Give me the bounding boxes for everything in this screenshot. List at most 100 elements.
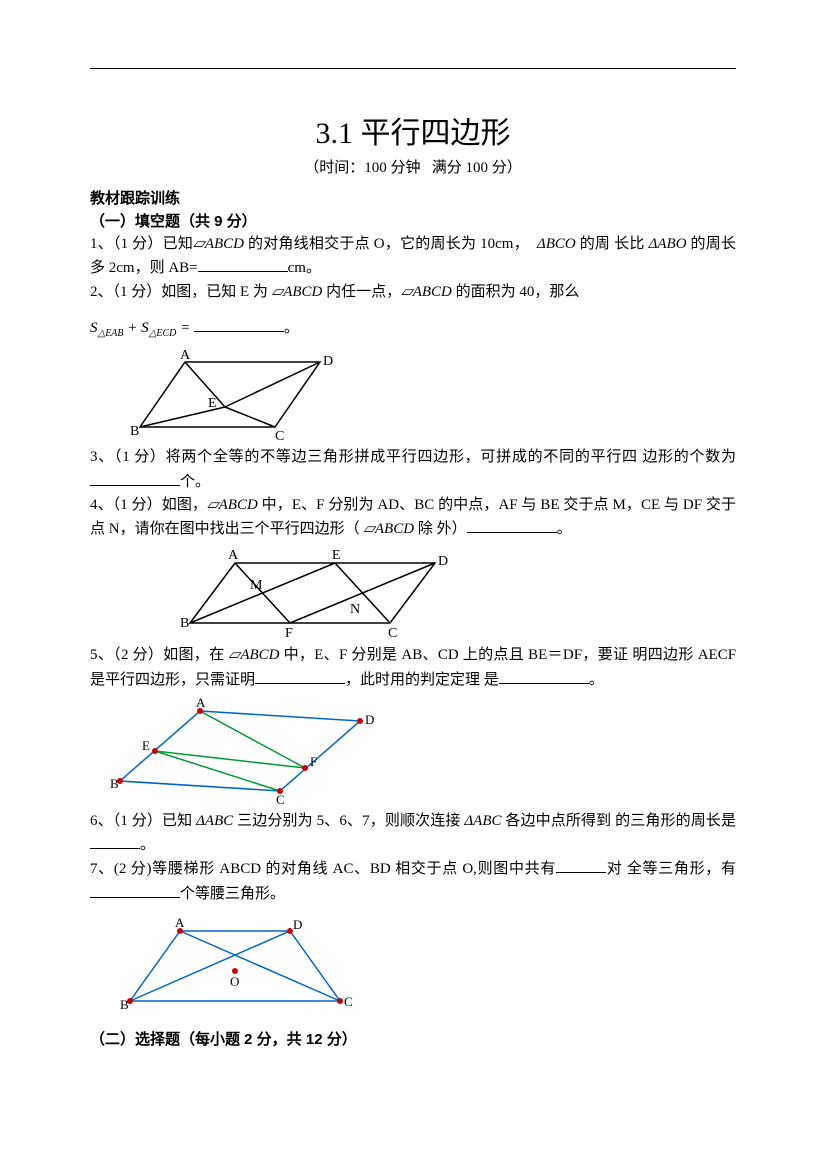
q7-b: 对: [606, 861, 622, 877]
q6-a: 6、（1 分）已知: [90, 813, 192, 829]
q5-blank1: [255, 668, 345, 684]
q4-a: 4、（1 分）如图，: [90, 497, 207, 513]
q7-c: 全等三角形，有: [627, 861, 736, 877]
q1-d: 长比: [614, 236, 644, 252]
q4-blank: [467, 517, 557, 533]
q4-f: 。: [557, 521, 572, 537]
top-rule: [90, 68, 736, 69]
abcd-1: ABCD: [205, 236, 244, 252]
subtitle-score: 满分 100 分）: [432, 160, 522, 176]
fig2-C: C: [388, 626, 397, 640]
abcd-5: ABCD: [375, 521, 414, 537]
abcd-2: ABCD: [283, 284, 322, 300]
q1-blank: [198, 256, 288, 272]
q7: 7、(2 分)等腰梯形 ABCD 的对角线 AC、BD 相交于点 O,则图中共有…: [90, 857, 736, 906]
sym-tri-3: Δ: [196, 813, 205, 829]
fig2-B: B: [180, 616, 189, 631]
q7-a: 7、(2 分)等腰梯形 ABCD 的对角线 AC、BD 相交于点 O,则图中共有: [90, 861, 556, 877]
q5-a: 5、（2 分）如图，在: [90, 647, 224, 663]
q2-c: 的面积为 40，那么: [456, 284, 580, 300]
fig4-D: D: [293, 917, 302, 932]
subtitle-time: （时间：100 分钟: [304, 160, 420, 176]
fig4-A: A: [175, 916, 185, 930]
q2-S1: S: [90, 320, 98, 336]
q7-blank2: [90, 882, 180, 898]
q3-c: 个。: [180, 474, 210, 490]
figure-1: A D B C E: [130, 347, 736, 442]
fig3-A: A: [196, 696, 206, 710]
fig1-B: B: [130, 424, 139, 439]
q1-a: 1、（1 分）已知: [90, 236, 193, 252]
q2-plus: + S: [127, 320, 148, 336]
q2-sub1: △EAB: [98, 328, 124, 339]
q7-blank1: [556, 857, 606, 873]
q5-d: ，此时用的判定定理: [345, 672, 480, 688]
abcd-6: ABCD: [240, 647, 279, 663]
page-title: 3.1 平行四边形: [90, 108, 736, 152]
q5-blank2: [499, 668, 589, 684]
fig1-A: A: [180, 348, 191, 363]
q5-b: 中，E、F 分别是 AB、CD 上的点且 BE＝DF，要证: [284, 647, 629, 663]
q3-a: 3、（1 分）将两个全等的不等边三角形拼成平行四边形，可拼成的不同的平行四: [90, 449, 638, 465]
fig3-B: B: [110, 776, 119, 791]
abc-1: ABC: [205, 813, 233, 829]
fig1-E: E: [208, 396, 217, 411]
sym-para-5: ▱: [363, 521, 375, 537]
q6-b: 三边分别为 5、6、7，则顺次连接: [237, 813, 460, 829]
q2-eq: =: [180, 320, 190, 336]
q6-c: 各边中点所得到: [505, 813, 611, 829]
abcd-3: ABCD: [413, 284, 452, 300]
q2-sub2: △ECD: [149, 328, 177, 339]
bco: BCO: [546, 236, 576, 252]
fig1-C: C: [275, 429, 284, 442]
abc-2: ABC: [473, 813, 501, 829]
figure-2: A E D B F C M N: [180, 545, 736, 640]
section-sub-2: （二）选择题（每小题 2 分，共 12 分）: [90, 1028, 736, 1049]
abcd-4: ABCD: [219, 497, 258, 513]
q1-b: 的对角线相交于点 O，它的周长为 10cm，: [248, 236, 529, 252]
q6-d: 的三角形的周长是: [615, 813, 736, 829]
q2-formula: S△EAB + S△ECD = 。: [90, 316, 736, 342]
fig2-D: D: [438, 554, 448, 569]
q1: 1、（1 分）已知▱ABCD 的对角线相交于点 O，它的周长为 10cm， ΔB…: [90, 233, 736, 281]
q4-e: 外）: [437, 521, 467, 537]
figure-4: A D B C O: [120, 916, 736, 1016]
q5-e: 是: [484, 672, 499, 688]
q7-d: 个等腰三角形。: [180, 886, 285, 902]
sym-para-2: ▱: [272, 284, 284, 300]
subtitle: （时间：100 分钟 满分 100 分）: [90, 156, 736, 177]
fig2-A: A: [228, 548, 239, 563]
q2-b: 内任一点，: [326, 284, 401, 300]
sym-para-4: ▱: [207, 497, 219, 513]
sym-para-6: ▱: [228, 647, 240, 663]
sym-para-1: ▱: [193, 236, 205, 252]
abo: ABO: [657, 236, 686, 252]
q4: 4、（1 分）如图，▱ABCD 中，E、F 分别为 AD、BC 的中点，AF 与…: [90, 494, 736, 542]
q4-b: 中，E、F 分别为 AD、BC 的中点，AF 与 BE 交于点: [262, 497, 609, 513]
fig3-D: D: [365, 712, 374, 727]
figure-3: A D B C E F: [110, 696, 736, 806]
fig3-E: E: [142, 738, 150, 753]
q2: 2、（1 分）如图，已知 E 为 ▱ABCD 内任一点，▱ABCD 的面积为 4…: [90, 281, 736, 304]
sym-para-3: ▱: [401, 284, 413, 300]
q3-b: 边形的个数为: [642, 449, 736, 465]
fig2-M: M: [250, 578, 263, 593]
fig4-C: C: [344, 994, 353, 1009]
fig2-F: F: [285, 626, 293, 640]
q5-f: 。: [589, 672, 604, 688]
q5: 5、（2 分）如图，在 ▱ABCD 中，E、F 分别是 AB、CD 上的点且 B…: [90, 644, 736, 692]
q2-a: 2、（1 分）如图，已知 E 为: [90, 284, 268, 300]
fig3-F: F: [310, 754, 317, 769]
q1-c: 的周: [580, 236, 610, 252]
fig4-O: O: [230, 974, 239, 989]
section-head-1: 教材跟踪训练: [90, 187, 736, 208]
sym-tri-4: Δ: [464, 813, 473, 829]
fig2-N: N: [350, 602, 360, 617]
fig4-B: B: [120, 997, 129, 1012]
sym-tri-1: Δ: [537, 236, 546, 252]
fig2-E: E: [332, 548, 341, 563]
fig1-D: D: [323, 354, 333, 369]
q6: 6、（1 分）已知 ΔABC 三边分别为 5、6、7，则顺次连接 ΔABC 各边…: [90, 810, 736, 858]
q6-e: 。: [140, 837, 155, 853]
q1-f: cm。: [288, 260, 321, 276]
